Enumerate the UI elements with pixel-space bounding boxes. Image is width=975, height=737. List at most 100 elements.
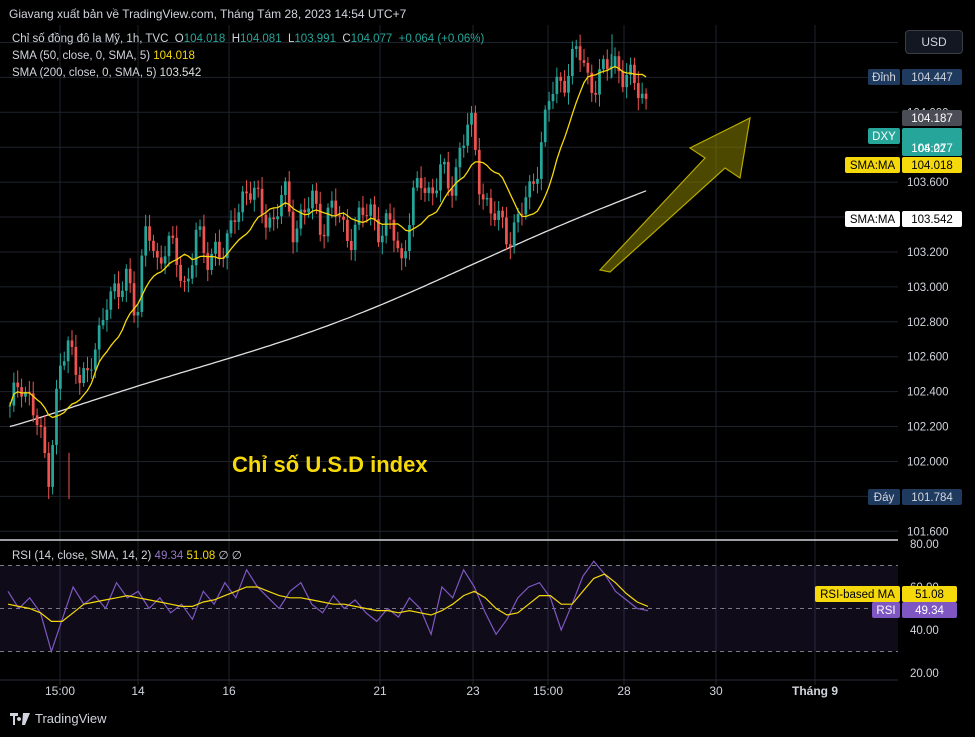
candle-body	[508, 244, 512, 247]
candle-body	[512, 222, 516, 247]
rsi-tag: RSI	[876, 605, 895, 617]
candle-body	[167, 235, 171, 257]
publisher-line: Giavang xuất bản về TradingView.com, Thá…	[9, 7, 407, 21]
candle-body	[636, 83, 640, 99]
candle-body	[644, 93, 648, 99]
candle-body	[62, 361, 66, 366]
candle-body	[501, 210, 504, 218]
candle-body	[124, 268, 128, 291]
price-tick: 102.200	[907, 422, 949, 434]
candle-body	[338, 215, 341, 217]
rsi-tick: 20.00	[910, 668, 939, 680]
rsi-tag-bg	[872, 602, 900, 618]
candle-body	[39, 425, 43, 427]
candle-body	[563, 80, 566, 93]
candle-body	[415, 178, 419, 188]
candle-body	[43, 426, 47, 454]
candle-body	[454, 167, 458, 196]
time-tick: 23	[466, 684, 480, 698]
candle-body	[431, 187, 435, 194]
tradingview-brand[interactable]: TradingView	[10, 711, 107, 726]
low-tag: Đáy	[874, 492, 895, 504]
level-tag-bg	[902, 110, 962, 126]
rsi-tick: 40.00	[910, 625, 939, 637]
symbol-tag-bg	[868, 128, 900, 144]
candle-body	[31, 393, 35, 416]
candle-body	[225, 233, 229, 258]
candle-body	[315, 190, 318, 204]
candle-body	[555, 76, 559, 95]
candle-body	[93, 349, 97, 370]
level-tag: 104.187	[911, 113, 953, 125]
candle-body	[520, 214, 524, 216]
high-tag-bg	[868, 69, 900, 85]
candle-body	[474, 112, 477, 150]
candle-body	[396, 240, 400, 249]
candle-body	[268, 217, 272, 228]
candle-body	[16, 382, 20, 388]
candle-body	[241, 191, 245, 213]
time-tick: 15:00	[45, 684, 75, 698]
sma200-line	[9, 190, 647, 428]
price-tick: 102.800	[907, 317, 949, 329]
candle-body	[179, 264, 182, 281]
candle-body	[369, 204, 373, 216]
candle-body	[377, 219, 380, 243]
candle-body	[578, 46, 582, 61]
candle-body	[183, 280, 186, 282]
candle-body	[159, 257, 163, 264]
candle-body	[229, 220, 233, 234]
main-legend: Chỉ số đồng đô la Mỹ, 1h, TVC O104.018 H…	[12, 33, 485, 45]
candle-body	[59, 365, 62, 389]
candle-body	[536, 178, 539, 184]
sma50-path	[9, 65, 647, 419]
sma200-value-tag-bg	[902, 211, 962, 227]
candle-body	[427, 187, 431, 193]
candle-body	[582, 60, 586, 63]
candle-body	[291, 211, 295, 243]
rsi-ma-tag: RSI-based MA	[820, 589, 895, 601]
time-tick: 16	[222, 684, 236, 698]
candle-body	[90, 369, 93, 371]
candle-body	[144, 226, 148, 256]
candle-body	[524, 197, 528, 215]
candle-body	[392, 219, 396, 241]
candle-body	[276, 216, 279, 220]
candle-body	[70, 340, 74, 347]
price-tick: 102.000	[907, 456, 949, 468]
price-tick: 102.600	[907, 352, 949, 364]
rsi-legend[interactable]: RSI (14, close, SMA, 14, 2) 49.34 51.08 …	[12, 550, 242, 562]
candle-body	[194, 229, 198, 266]
price-tick: 103.000	[907, 282, 949, 294]
candle-body	[152, 240, 155, 251]
candle-body	[435, 190, 438, 194]
candle-body	[388, 213, 392, 220]
candle-body	[419, 178, 423, 189]
sma200-legend[interactable]: SMA (200, close, 0, SMA, 5) 103.542	[12, 67, 202, 79]
low-value-tag-bg	[902, 489, 962, 505]
last-price-tag: 104.077	[911, 143, 953, 155]
candle-body	[307, 208, 310, 213]
candles	[8, 34, 648, 500]
currency-button[interactable]: USD	[905, 30, 963, 54]
candle-body	[361, 207, 365, 216]
candle-body	[458, 147, 462, 168]
sma200-tag-bg	[845, 211, 900, 227]
sma50-legend[interactable]: SMA (50, close, 0, SMA, 5) 104.018	[12, 50, 195, 62]
time-tick: 21	[373, 684, 387, 698]
candle-body	[295, 228, 299, 243]
candle-body	[47, 453, 51, 487]
candle-body	[121, 290, 124, 298]
candle-body	[481, 194, 485, 200]
candle-body	[605, 59, 609, 70]
candle-body	[214, 241, 217, 254]
candle-body	[539, 142, 543, 179]
candle-body	[373, 204, 376, 220]
rsi-tick: 80.00	[910, 539, 939, 551]
candle-body	[136, 311, 140, 316]
candle-body	[303, 209, 307, 213]
candle-body	[334, 200, 338, 216]
candle-body	[346, 219, 349, 241]
